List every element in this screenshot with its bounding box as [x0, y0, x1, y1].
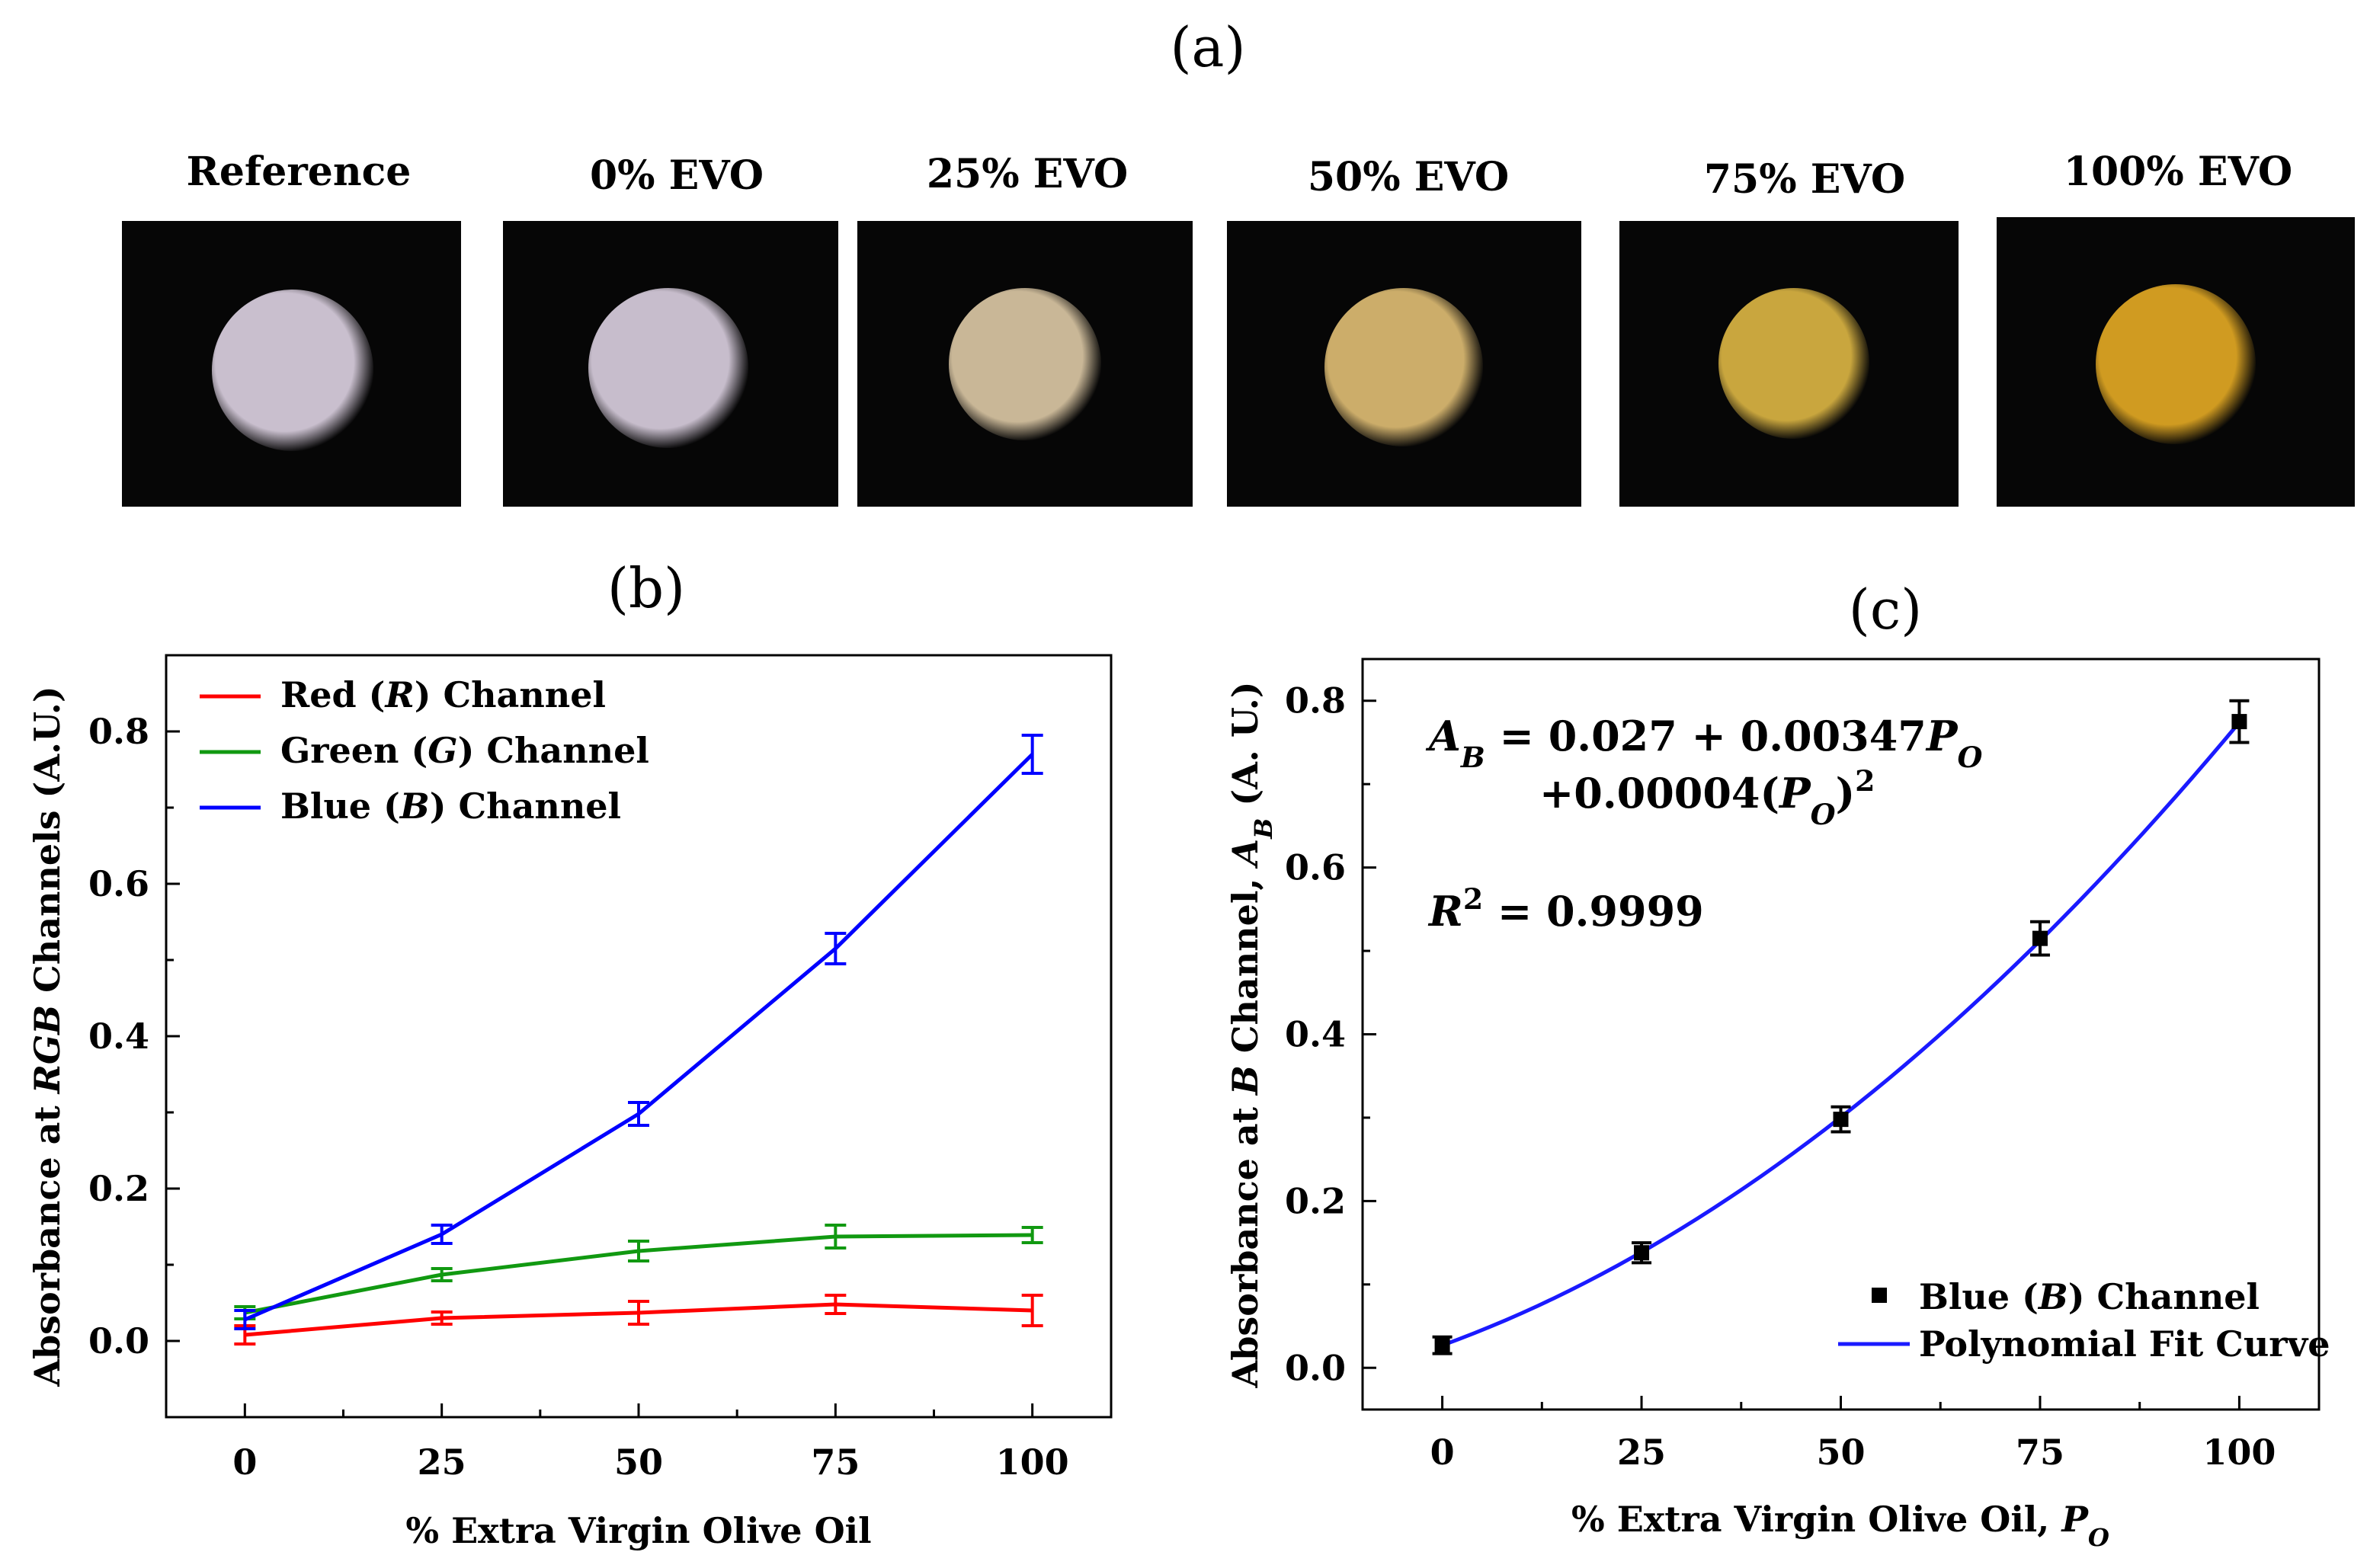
panel-c-label: (c)	[1848, 578, 1923, 642]
chart-b-legend-label: Green (G) Channel	[280, 730, 649, 771]
sample-disc	[1324, 288, 1483, 446]
chart-b-error-bar	[431, 1267, 453, 1282]
fit-equation-line-1: AB = 0.027 + 0.00347PO	[1425, 712, 1983, 774]
chart-c-legend-label: Polynomial Fit Curve	[1919, 1323, 2330, 1365]
chart-c-x-tick-label: 50	[1816, 1432, 1865, 1473]
chart-b-y-tick-label: 0.2	[88, 1168, 149, 1209]
chart-b-y-tick-label: 0.0	[88, 1320, 149, 1362]
square-marker	[1833, 1112, 1849, 1128]
chart-b-x-tick-label: 25	[418, 1442, 466, 1483]
chart-b-x-tick-label: 100	[996, 1442, 1069, 1483]
chart-b-error-bar	[825, 932, 847, 965]
square-marker	[2231, 714, 2247, 730]
chart-c-y-axis-title: Absorbance at B Channel, AB (A. U.)	[1225, 682, 1278, 1389]
photo-50-evo	[1227, 221, 1581, 507]
fit-equation-line-2: +0.00004(PO)2	[1539, 764, 1875, 831]
sample-disc	[588, 288, 748, 448]
square-marker	[1434, 1337, 1450, 1353]
photo-label-reference: Reference	[186, 149, 412, 195]
chart-b-error-bar	[431, 1224, 453, 1245]
photo-label-0-evo: 0% EVO	[589, 152, 764, 199]
chart-c-data-point	[2229, 699, 2250, 744]
panel-a-label: (a)	[1170, 15, 1246, 79]
chart-c-data-point	[1432, 1335, 1453, 1355]
sample-disc	[949, 288, 1101, 440]
chart-b-y-tick-label: 0.8	[88, 711, 149, 752]
sample-disc	[212, 290, 373, 451]
chart-b-x-tick-label: 75	[811, 1442, 860, 1483]
chart-b-legend-label: Blue (B) Channel	[280, 786, 621, 827]
chart-b-x-axis-title: % Extra Virgin Olive Oil	[405, 1510, 871, 1551]
sample-disc	[1718, 288, 1869, 439]
chart-b-legend-label: Red (R) Channel	[280, 674, 606, 715]
chart-c-data-point	[1632, 1241, 1652, 1265]
chart-c-data-point	[2029, 920, 2050, 957]
chart-b-error-bar	[234, 1309, 256, 1330]
chart-b-error-bar	[628, 1240, 649, 1262]
chart-c-y-tick-label: 0.0	[1285, 1347, 1346, 1388]
photo-label-75-evo: 75% EVO	[1703, 156, 1906, 203]
chart-b-error-bar	[431, 1310, 453, 1326]
r-squared-value: R2 = 0.9999	[1427, 882, 1704, 936]
chart-c-legend-marker	[1872, 1288, 1887, 1303]
chart-b-error-bar	[1021, 1294, 1043, 1327]
chart-c-x-tick-label: 0	[1430, 1432, 1455, 1473]
sample-disc	[2096, 284, 2256, 444]
chart-b-y-tick-label: 0.4	[88, 1016, 149, 1057]
chart-c-legend-label: Blue (B) Channel	[1919, 1276, 2260, 1317]
chart-b-error-bar	[1021, 734, 1043, 775]
chart-b-x-tick-label: 50	[614, 1442, 663, 1483]
chart-b-x-tick-label: 0	[232, 1442, 257, 1483]
photo-75-evo	[1619, 221, 1959, 507]
chart-b-error-bar	[825, 1224, 847, 1250]
chart-b-y-tick-label: 0.6	[88, 863, 149, 904]
chart-c-x-tick-label: 75	[2016, 1432, 2064, 1473]
photo-reference	[122, 221, 461, 507]
chart-b-error-bar	[628, 1101, 649, 1127]
square-marker	[1634, 1245, 1650, 1261]
photo-0-evo	[503, 221, 838, 507]
panel-b-label: (b)	[607, 556, 686, 620]
chart-b-error-bar	[1021, 1226, 1043, 1244]
photo-label-50-evo: 50% EVO	[1307, 154, 1510, 200]
square-marker	[2032, 930, 2048, 946]
photo-label-100-evo: 100% EVO	[2063, 149, 2293, 195]
chart-b-error-bar	[825, 1294, 847, 1315]
chart-c-y-tick-label: 0.4	[1285, 1014, 1346, 1055]
chart-c-y-tick-label: 0.2	[1285, 1180, 1346, 1221]
photo-label-25-evo: 25% EVO	[926, 151, 1129, 197]
chart-c-x-axis-title: % Extra Virgin Olive Oil, PO	[1571, 1499, 2109, 1552]
chart-c-y-tick-label: 0.6	[1285, 847, 1346, 888]
chart-c-y-tick-label: 0.8	[1285, 680, 1346, 722]
chart-c-data-point	[1831, 1105, 1851, 1134]
chart-b-y-axis-title: Absorbance at RGB Channels (A.U.)	[27, 686, 68, 1387]
chart-b-error-bar	[628, 1300, 649, 1326]
photo-25-evo	[857, 221, 1193, 507]
chart-c-x-tick-label: 25	[1617, 1432, 1666, 1473]
chart-c-x-tick-label: 100	[2202, 1432, 2276, 1473]
photo-100-evo	[1997, 217, 2355, 507]
